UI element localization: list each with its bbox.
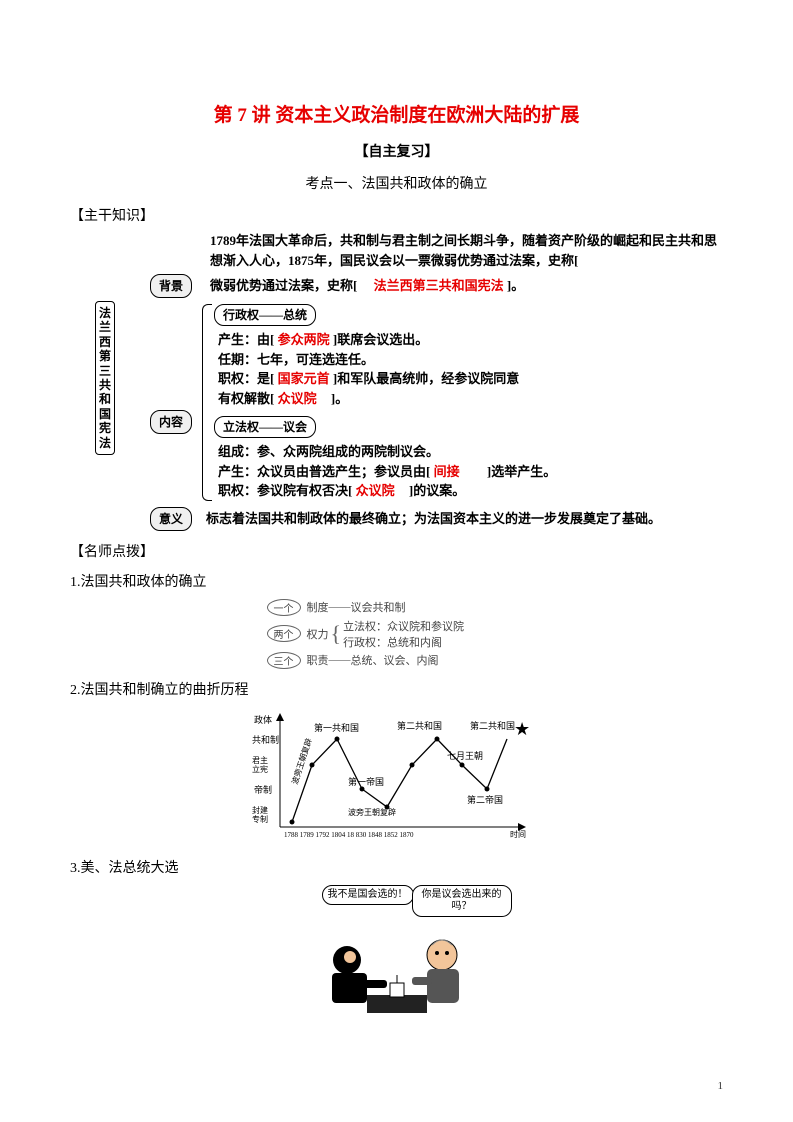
r1c: 议会共和制 <box>351 599 406 615</box>
t: 职权：参议院有权否决[ <box>218 483 352 498</box>
intro-blank-post: ]。 <box>507 278 524 293</box>
speech-bubble-left: 我不是国会选的！ <box>322 885 414 905</box>
point-2: 2.法国共和制确立的曲折历程 <box>70 679 723 699</box>
brace-icon <box>202 304 212 501</box>
svg-text:时间: 时间 <box>510 829 526 839</box>
point-3: 3.美、法总统大选 <box>70 857 723 877</box>
subtitle: 【自主复习】 <box>70 141 723 161</box>
svg-text:封建: 封建 <box>252 805 268 815</box>
teacher-tip-label: 【名师点拨】 <box>70 541 723 561</box>
t: 职权：是[ <box>218 371 274 386</box>
arrow-icon: —— <box>329 601 351 613</box>
exec-power: 职权：是[ 国家元首 ]和军队最高统帅，经参议院同意 <box>218 369 723 389</box>
exam-point: 考点一、法国共和政体的确立 <box>70 173 723 193</box>
svg-text:七月王朝: 七月王朝 <box>447 751 483 761</box>
tag-meaning: 意义 <box>150 507 192 531</box>
r3b: 职责 <box>307 652 329 668</box>
history-line-chart: 政体 共和制 君主 立宪 帝制 封建 专制 ★ 第一共和国 第二共和国 第二共和… <box>252 707 542 847</box>
blank-head-of-state: 国家元首 <box>278 369 330 389</box>
intro-text: 1789年法国大革命后，共和制与君主制之间长期斗争，随着资产阶级的崛起和民主共和… <box>210 233 717 268</box>
exec-dissolve: 有权解散[ 众议院 ]。 <box>218 389 723 409</box>
svg-text:专制: 专制 <box>252 814 268 824</box>
oval-1: 一个 <box>267 599 301 616</box>
background-intro: 1789年法国大革命后，共和制与君主制之间长期斗争，随着资产阶级的崛起和民主共和… <box>210 231 723 270</box>
r2c1: 立法权：众议院和参议院 <box>343 621 464 633</box>
tag-background: 背景 <box>150 274 192 298</box>
svg-text:第二共和国: 第二共和国 <box>397 720 442 731</box>
r1b: 制度 <box>307 599 329 615</box>
blank-veto: 众议院 <box>356 481 406 501</box>
page-title: 第 7 讲 资本主义政治制度在欧洲大陆的扩展 <box>70 100 723 127</box>
blank-both-houses: 参众两院 <box>278 330 330 350</box>
t: ]选举产生。 <box>487 464 556 479</box>
svg-text:波旁王朝复辟: 波旁王朝复辟 <box>289 736 313 785</box>
main-knowledge-label: 【主干知识】 <box>70 205 723 225</box>
t: ]。 <box>331 391 348 406</box>
arrow-icon: —— <box>329 654 351 666</box>
meaning-text: 标志着法国共和制政体的最终确立；为法国资本主义的进一步发展奠定了基础。 <box>206 509 661 529</box>
exec-head: 行政权——总统 <box>214 304 316 326</box>
legis-power: 职权：参议院有权否决[ 众议院 ]的议案。 <box>218 481 723 501</box>
exec-birth: 产生：由[ 参众两院 ]联席会议选出。 <box>218 330 723 350</box>
blank-indirect: 间接 <box>434 462 484 482</box>
t: 有权解散[ <box>218 391 274 406</box>
svg-text:第二帝国: 第二帝国 <box>467 794 503 805</box>
bg-line: 微弱优势通过法案，史称[ 法兰西第三共和国宪法 ]。 <box>210 278 524 293</box>
summary-diagram: 一个 制度 —— 议会共和制 两个 权力 { 立法权：众议院和参议院 行政权：总… <box>267 599 527 669</box>
concept-map: 法兰西第三共和国宪法 1789年法国大革命后，共和制与君主制之间长期斗争，随着资… <box>150 231 723 531</box>
r3c: 总统、议会、内阁 <box>351 652 439 668</box>
legis-head: 立法权——议会 <box>214 416 316 438</box>
exec-term: 任期：七年，可连选连任。 <box>218 350 723 370</box>
t: ]联席会议选出。 <box>333 332 428 347</box>
brace-icon-2: { <box>331 621 342 647</box>
r2b: 权力 <box>307 626 329 642</box>
oval-3: 三个 <box>267 652 301 669</box>
svg-text:第二共和国: 第二共和国 <box>470 720 515 731</box>
point-1: 1.法国共和政体的确立 <box>70 571 723 591</box>
legis-birth: 产生：众议员由普选产生；参议员由[ 间接 ]选举产生。 <box>218 462 723 482</box>
svg-text:1788 1789 1792 1804 18 830 184: 1788 1789 1792 1804 18 830 1848 1852 187… <box>284 831 414 839</box>
t: ]和军队最高统帅，经参议院同意 <box>333 371 519 386</box>
tag-content: 内容 <box>150 410 192 434</box>
svg-text:帝制: 帝制 <box>254 784 272 795</box>
svg-text:第一帝国: 第一帝国 <box>348 776 384 787</box>
cartoon-illustration: 我不是国会选的！ 你是议会选出来的吗？ <box>282 885 512 1020</box>
svg-text:政体: 政体 <box>254 714 272 725</box>
vertical-topic-box: 法兰西第三共和国宪法 <box>95 301 115 455</box>
legis-compose: 组成：参、众两院组成的两院制议会。 <box>218 442 723 462</box>
intro-blank-pre: 微弱优势通过法案，史称[ <box>210 278 370 293</box>
svg-text:★: ★ <box>514 719 530 739</box>
svg-text:第一共和国: 第一共和国 <box>314 722 359 733</box>
svg-text:波旁王朝复辟: 波旁王朝复辟 <box>348 807 396 817</box>
svg-text:君主: 君主 <box>252 755 268 765</box>
t: 产生：由[ <box>218 332 274 347</box>
t: ]的议案。 <box>409 483 465 498</box>
svg-text:共和制: 共和制 <box>252 734 279 745</box>
speech-bubble-right: 你是议会选出来的吗？ <box>412 885 512 917</box>
t: 产生：众议员由普选产生；参议员由[ <box>218 464 430 479</box>
blank-dissolve: 众议院 <box>278 389 328 409</box>
svg-text:立宪: 立宪 <box>252 764 268 774</box>
page-number: 1 <box>718 1080 724 1092</box>
blank-constitution: 法兰西第三共和国宪法 <box>374 276 504 296</box>
oval-2: 两个 <box>267 625 301 642</box>
r2c2: 行政权：总统和内阁 <box>343 637 442 649</box>
